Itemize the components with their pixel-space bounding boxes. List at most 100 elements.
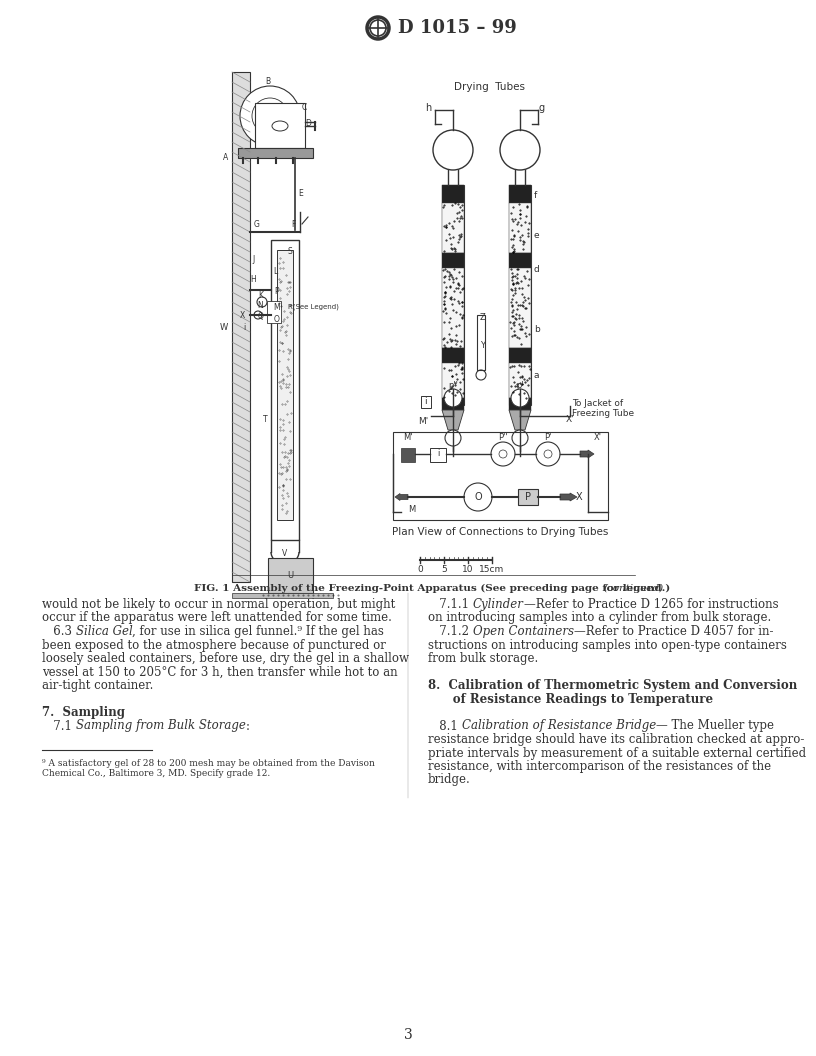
- Text: Silica Gel: Silica Gel: [76, 625, 132, 638]
- Text: 8.  Calibration of Thermometric System and Conversion: 8. Calibration of Thermometric System an…: [428, 679, 797, 692]
- Text: 7.1.1: 7.1.1: [428, 598, 472, 611]
- Text: M: M: [408, 505, 415, 513]
- Text: C: C: [302, 103, 308, 113]
- Text: 6.3: 6.3: [42, 625, 76, 638]
- Text: X': X': [565, 415, 574, 425]
- Text: R(See Legend): R(See Legend): [288, 304, 339, 310]
- Text: U: U: [287, 570, 293, 580]
- Text: h: h: [425, 103, 431, 113]
- Bar: [477, 315, 485, 370]
- Bar: [509, 185, 531, 406]
- Bar: [442, 203, 464, 253]
- FancyArrow shape: [395, 493, 408, 501]
- Text: D 1015 – 99: D 1015 – 99: [398, 19, 517, 37]
- Bar: [232, 593, 333, 598]
- Text: vessel at 150 to 205°C for 3 h, then transfer while hot to an: vessel at 150 to 205°C for 3 h, then tra…: [42, 665, 397, 679]
- Text: N: N: [257, 301, 263, 309]
- Circle shape: [445, 430, 461, 446]
- Text: V: V: [282, 549, 287, 559]
- Text: Open Containers: Open Containers: [472, 625, 574, 638]
- Text: 8.1: 8.1: [428, 719, 462, 733]
- Bar: [509, 185, 531, 203]
- Text: resistance, with intercomparison of the resistances of the: resistance, with intercomparison of the …: [428, 760, 771, 773]
- Text: 7.  Sampling: 7. Sampling: [42, 706, 125, 719]
- Text: ⁹ A satisfactory gel of 28 to 200 mesh may be obtained from the Davison: ⁹ A satisfactory gel of 28 to 200 mesh m…: [42, 759, 375, 769]
- Text: L: L: [273, 267, 277, 277]
- Text: 5: 5: [441, 566, 447, 574]
- Text: i: i: [437, 450, 439, 458]
- Polygon shape: [442, 410, 464, 430]
- Text: occur if the apparatus were left unattended for some time.: occur if the apparatus were left unatten…: [42, 611, 392, 624]
- Circle shape: [512, 430, 528, 446]
- Text: structions on introducing samples into open-type containers: structions on introducing samples into o…: [428, 639, 787, 652]
- Text: f: f: [534, 190, 537, 200]
- Text: —Refer to Practice D 4057 for in-: —Refer to Practice D 4057 for in-: [574, 625, 774, 638]
- Text: a: a: [534, 371, 539, 379]
- Polygon shape: [509, 410, 531, 430]
- Text: 3: 3: [404, 1027, 412, 1042]
- Text: FIG. 1 Assembly of the Freezing-Point Apparatus (See preceding page for legend.): FIG. 1 Assembly of the Freezing-Point Ap…: [193, 583, 673, 592]
- Text: priate intervals by measurement of a suitable external certified: priate intervals by measurement of a sui…: [428, 747, 806, 759]
- Bar: [421, 396, 431, 408]
- Text: O: O: [274, 315, 280, 323]
- Text: —Refer to Practice D 1265 for instructions: —Refer to Practice D 1265 for instructio…: [524, 598, 778, 611]
- Bar: [255, 103, 305, 148]
- Text: p': p': [517, 381, 524, 391]
- Text: F: F: [291, 220, 296, 229]
- Text: P': P': [544, 434, 552, 442]
- Text: P'': P'': [499, 434, 508, 442]
- Text: D: D: [305, 119, 311, 129]
- FancyArrow shape: [560, 493, 577, 501]
- Text: B: B: [265, 77, 271, 86]
- Text: P: P: [275, 286, 279, 296]
- Text: air-tight container.: air-tight container.: [42, 679, 153, 692]
- Bar: [518, 489, 538, 505]
- Bar: [509, 253, 531, 268]
- Text: Cylinder: Cylinder: [472, 598, 524, 611]
- Text: Plan View of Connections to Drying Tubes: Plan View of Connections to Drying Tubes: [392, 527, 608, 538]
- Text: 10: 10: [462, 566, 474, 574]
- Circle shape: [265, 111, 275, 121]
- Text: e: e: [534, 230, 539, 240]
- Text: 15cm: 15cm: [479, 566, 504, 574]
- Text: Calibration of Resistance Bridge: Calibration of Resistance Bridge: [462, 719, 656, 733]
- Text: Freezing Tube: Freezing Tube: [572, 410, 634, 418]
- Text: X: X: [576, 492, 583, 502]
- Bar: [509, 363, 531, 398]
- Text: S: S: [287, 247, 292, 257]
- Circle shape: [240, 86, 300, 146]
- Bar: [442, 268, 464, 348]
- Bar: [430, 448, 446, 463]
- Text: Chemical Co., Baltimore 3, MD. Specify grade 12.: Chemical Co., Baltimore 3, MD. Specify g…: [42, 769, 270, 777]
- Text: A: A: [223, 153, 228, 162]
- Bar: [509, 348, 531, 363]
- Text: M: M: [273, 302, 281, 312]
- Text: K: K: [258, 290, 263, 300]
- Bar: [509, 398, 531, 410]
- Circle shape: [444, 389, 462, 407]
- Text: X': X': [594, 434, 602, 442]
- Bar: [232, 72, 250, 582]
- Text: resistance bridge should have its calibration checked at appro-: resistance bridge should have its calibr…: [428, 733, 805, 746]
- Text: To Jacket of: To Jacket of: [572, 398, 623, 408]
- Text: 7.1.2: 7.1.2: [428, 625, 472, 638]
- Circle shape: [433, 130, 473, 170]
- Circle shape: [500, 130, 540, 170]
- Bar: [442, 398, 464, 410]
- Text: would not be likely to occur in normal operation, but might: would not be likely to occur in normal o…: [42, 598, 395, 611]
- Text: on introducing samples into a cylinder from bulk storage.: on introducing samples into a cylinder f…: [428, 611, 771, 624]
- Text: , for use in silica gel funnel.⁹ If the gel has: , for use in silica gel funnel.⁹ If the …: [132, 625, 384, 638]
- Text: E: E: [298, 189, 303, 199]
- Text: loosely sealed containers, before use, dry the gel in a shallow: loosely sealed containers, before use, d…: [42, 652, 409, 665]
- Text: T: T: [264, 415, 268, 425]
- Text: g: g: [539, 103, 545, 113]
- Text: 0: 0: [417, 566, 423, 574]
- Bar: [271, 240, 299, 540]
- Bar: [509, 268, 531, 348]
- Text: G: G: [254, 220, 259, 229]
- Text: from bulk storage.: from bulk storage.: [428, 652, 539, 665]
- Text: P: P: [525, 492, 531, 502]
- Text: :: :: [246, 719, 250, 733]
- Circle shape: [511, 389, 529, 407]
- Bar: [442, 363, 464, 398]
